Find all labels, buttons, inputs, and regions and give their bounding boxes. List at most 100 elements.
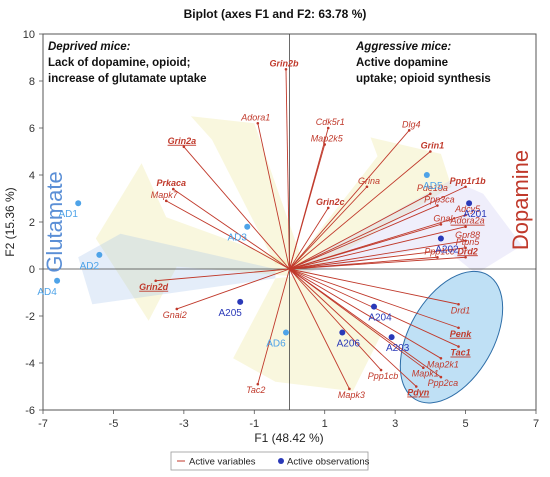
variable-label-adcy5: Adcy5 xyxy=(454,204,481,214)
vector-tip-ppp3ca xyxy=(436,204,439,207)
y-tick-label: -6 xyxy=(25,405,35,417)
x-tick-label: -7 xyxy=(38,418,48,430)
vector-tip-map2k5 xyxy=(323,143,327,146)
variable-label-ppp1cb: Ppp1cb xyxy=(368,371,399,381)
vector-gnai2 xyxy=(176,268,290,310)
variable-label-pde10a: Pde10a xyxy=(417,183,448,193)
deprived-line-2: increase of glutamate uptake xyxy=(48,73,207,85)
legend: Active variables Active observations xyxy=(170,451,370,471)
x-axis-title: F1 (48.42 %) xyxy=(254,431,323,445)
vector-tip-map2k1 xyxy=(439,357,443,360)
variable-label-ptpn5: Ptpn5 xyxy=(456,237,481,247)
vector-map2k5 xyxy=(289,144,326,270)
vector-dlg4 xyxy=(289,130,410,270)
observation-point-a205 xyxy=(237,298,244,305)
aggressive-line-1: Active dopamine xyxy=(356,57,448,69)
variable-label-prkaca: Prkaca xyxy=(157,178,187,188)
opioid-cluster-ellipse xyxy=(399,270,504,404)
vector-tac2 xyxy=(257,268,290,385)
variable-label-grin2b: Grin2b xyxy=(269,58,299,68)
vector-gnal xyxy=(289,223,442,270)
observation-labels: AD1 AD2 AD4 AD3 A205 AD6 A204 A206 A203 AD5 A201 A2… xyxy=(37,181,487,354)
vector-pdyn xyxy=(289,268,417,387)
variable-label-ppp1r1b: Ppp1r1b xyxy=(450,176,487,186)
vector-mapk3 xyxy=(289,268,350,390)
observation-label-ad4: AD4 xyxy=(37,287,57,298)
variable-label-adora1: Adora1 xyxy=(240,112,270,122)
chart-title: Biplot (axes F1 and F2: 63.78 %) xyxy=(184,7,367,21)
vector-tip-dlg4 xyxy=(407,129,411,132)
y-axis-ticks: -6 -4 -2 0 2 4 6 8 10 xyxy=(23,29,43,417)
observation-point-a202 xyxy=(437,235,444,242)
vector-tip-grin2c xyxy=(326,206,330,210)
vector-tip-pde10a xyxy=(429,192,432,196)
vector-penk xyxy=(289,268,459,329)
vector-tip-adora1 xyxy=(256,122,260,125)
x-tick-label: -5 xyxy=(109,418,119,430)
variable-vectors xyxy=(154,67,467,391)
variable-label-ppp1cc: Ppp1cc xyxy=(424,246,455,256)
vector-tip-mapk1 xyxy=(422,366,425,370)
vector-grin2a xyxy=(183,146,290,270)
variable-label-map2k5: Map2k5 xyxy=(311,133,344,143)
observation-label-a202: A202 xyxy=(435,244,459,255)
observation-points xyxy=(54,172,473,341)
variable-label-penk: Penk xyxy=(450,329,473,339)
vector-grin1 xyxy=(289,151,431,270)
observation-point-a201 xyxy=(466,200,473,207)
variable-label-grin1: Grin1 xyxy=(421,141,445,151)
glutamate-arrow-shape xyxy=(95,163,290,321)
vector-tip-grin2b xyxy=(284,67,288,71)
y-tick-label: 8 xyxy=(29,76,35,88)
vector-tip-drd1 xyxy=(457,302,460,306)
observation-label-ad6: AD6 xyxy=(266,338,286,349)
glutamate-label: Glutamate xyxy=(42,171,67,273)
vector-tip-drd2 xyxy=(464,255,467,259)
vector-tip-ptpn5 xyxy=(464,246,467,250)
y-tick-label: -4 xyxy=(25,358,35,370)
legend-active-variables: Active variables xyxy=(189,457,256,468)
x-tick-label: 3 xyxy=(392,418,398,430)
x-axis-ticks: -7 -5 -3 -1 1 3 5 7 xyxy=(38,410,539,430)
variable-label-ppp3ca: Ppp3ca xyxy=(424,195,455,205)
variable-label-cdk5r1: Cdk5r1 xyxy=(316,117,345,127)
lower-arrow-shape xyxy=(233,276,382,392)
vector-tip-mapk7 xyxy=(164,199,168,203)
variable-label-adora2a: Adora2a xyxy=(450,216,485,226)
vector-tip-gnal xyxy=(439,223,443,226)
x-tick-label: -3 xyxy=(179,418,189,430)
vector-tip-grina xyxy=(365,185,369,189)
vector-pde10a xyxy=(289,193,431,270)
y-tick-label: 6 xyxy=(29,123,35,135)
observation-point-ad6 xyxy=(282,329,289,336)
vector-tip-prkaca xyxy=(171,187,175,191)
vector-tip-grin2d xyxy=(154,279,157,283)
variable-label-mapk1: Mapk1 xyxy=(412,369,439,379)
vector-tip-adcy5 xyxy=(464,213,467,217)
variable-label-grina: Grina xyxy=(358,176,380,186)
observation-label-a205: A205 xyxy=(219,308,243,319)
observation-point-a203 xyxy=(388,334,395,341)
legend-box xyxy=(170,451,369,471)
vector-tip-ppp2ca xyxy=(439,375,443,379)
vector-tip-cdk5r1 xyxy=(326,126,330,130)
y-axis-title: F2 (15.36 %) xyxy=(3,187,17,256)
vector-ppp1r1b xyxy=(289,186,466,270)
vector-ppp2ca xyxy=(289,268,442,378)
vector-tip-tac1 xyxy=(457,345,460,348)
observation-point-a206 xyxy=(339,329,346,336)
variable-label-grin2d: Grin2d xyxy=(139,282,169,292)
dopamine-arrow-shape xyxy=(289,137,452,277)
vector-grin2b xyxy=(285,69,290,270)
observation-label-ad3: AD3 xyxy=(228,233,248,244)
variable-label-ppp2ca: Ppp2ca xyxy=(428,378,459,388)
observation-label-a206: A206 xyxy=(337,338,361,349)
y-tick-label: 0 xyxy=(29,264,35,276)
y-tick-label: 2 xyxy=(29,217,35,229)
vector-ptpn5 xyxy=(289,247,466,270)
observation-point-ad4 xyxy=(54,277,61,284)
upper-arrow-shape xyxy=(190,116,304,265)
vector-ppp1cb xyxy=(289,268,382,371)
vector-tip-tac2 xyxy=(256,382,260,386)
variable-labels: Grin2b Adora1 Cdk5r1 Dlg4 Map2k5 Grin2a Grin1 P… xyxy=(139,58,486,400)
